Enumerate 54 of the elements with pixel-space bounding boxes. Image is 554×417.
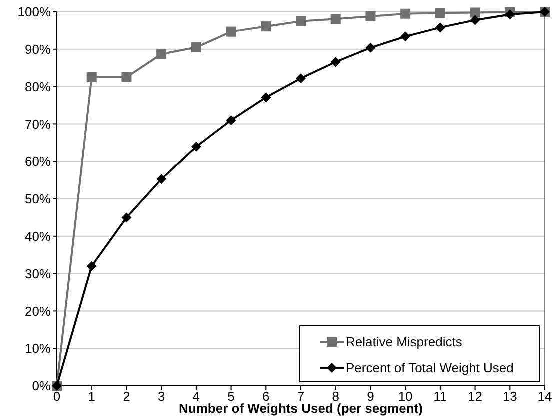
x-tick-label: 8 — [332, 389, 340, 404]
point — [505, 10, 516, 20]
point — [296, 74, 306, 84]
point — [86, 261, 97, 272]
y-tick-label: 10% — [24, 341, 52, 356]
x-tick-label: 5 — [228, 389, 235, 404]
point — [400, 8, 411, 19]
y-tick-label: 50% — [24, 192, 52, 207]
x-tick-label: 13 — [502, 389, 518, 404]
point — [400, 32, 411, 42]
point — [366, 11, 376, 22]
x-tick-label: 14 — [538, 389, 552, 404]
y-tick-label: 20% — [24, 304, 52, 319]
x-tick-label: 7 — [297, 389, 305, 404]
point — [470, 8, 480, 18]
x-tick-label: 6 — [262, 389, 270, 404]
y-tick-label: 90% — [24, 42, 52, 57]
x-tick-label: 11 — [434, 389, 448, 404]
x-tick-label: 0 — [53, 389, 61, 404]
x-tick-label: 3 — [158, 389, 166, 404]
point — [330, 57, 341, 68]
point — [156, 49, 167, 60]
point — [122, 212, 132, 223]
y-tick-label: 80% — [24, 79, 52, 94]
x-tick-label: 9 — [367, 389, 374, 404]
legend-label: Relative Mispredicts — [346, 334, 463, 350]
point — [261, 92, 272, 103]
point — [330, 14, 341, 24]
x-tick-label: 12 — [468, 389, 483, 404]
y-tick-label: 40% — [24, 228, 52, 244]
x-tick-label: 4 — [192, 389, 200, 404]
point — [470, 15, 480, 26]
point — [86, 72, 97, 82]
point — [156, 174, 167, 184]
legend-label: Percent of Total Weight Used — [346, 360, 514, 376]
point — [191, 142, 202, 152]
x-tick-label: 1 — [88, 389, 96, 404]
x-tick-label: 2 — [123, 389, 130, 404]
x-axis-title: Number of Weights Used (per segment) — [179, 401, 423, 416]
y-tick-label: 60% — [24, 154, 52, 170]
point — [226, 115, 236, 126]
point — [366, 42, 376, 53]
point — [122, 72, 132, 82]
point — [435, 8, 446, 18]
point — [435, 22, 446, 33]
point — [191, 42, 202, 53]
point — [296, 16, 306, 26]
y-tick-label: 70% — [24, 116, 52, 132]
point — [261, 22, 272, 32]
point — [226, 26, 236, 37]
y-tick-label: 30% — [24, 266, 52, 282]
y-tick-label: 0% — [32, 378, 52, 394]
y-tick-label: 100% — [18, 4, 52, 20]
x-tick-label: 10 — [398, 389, 413, 404]
